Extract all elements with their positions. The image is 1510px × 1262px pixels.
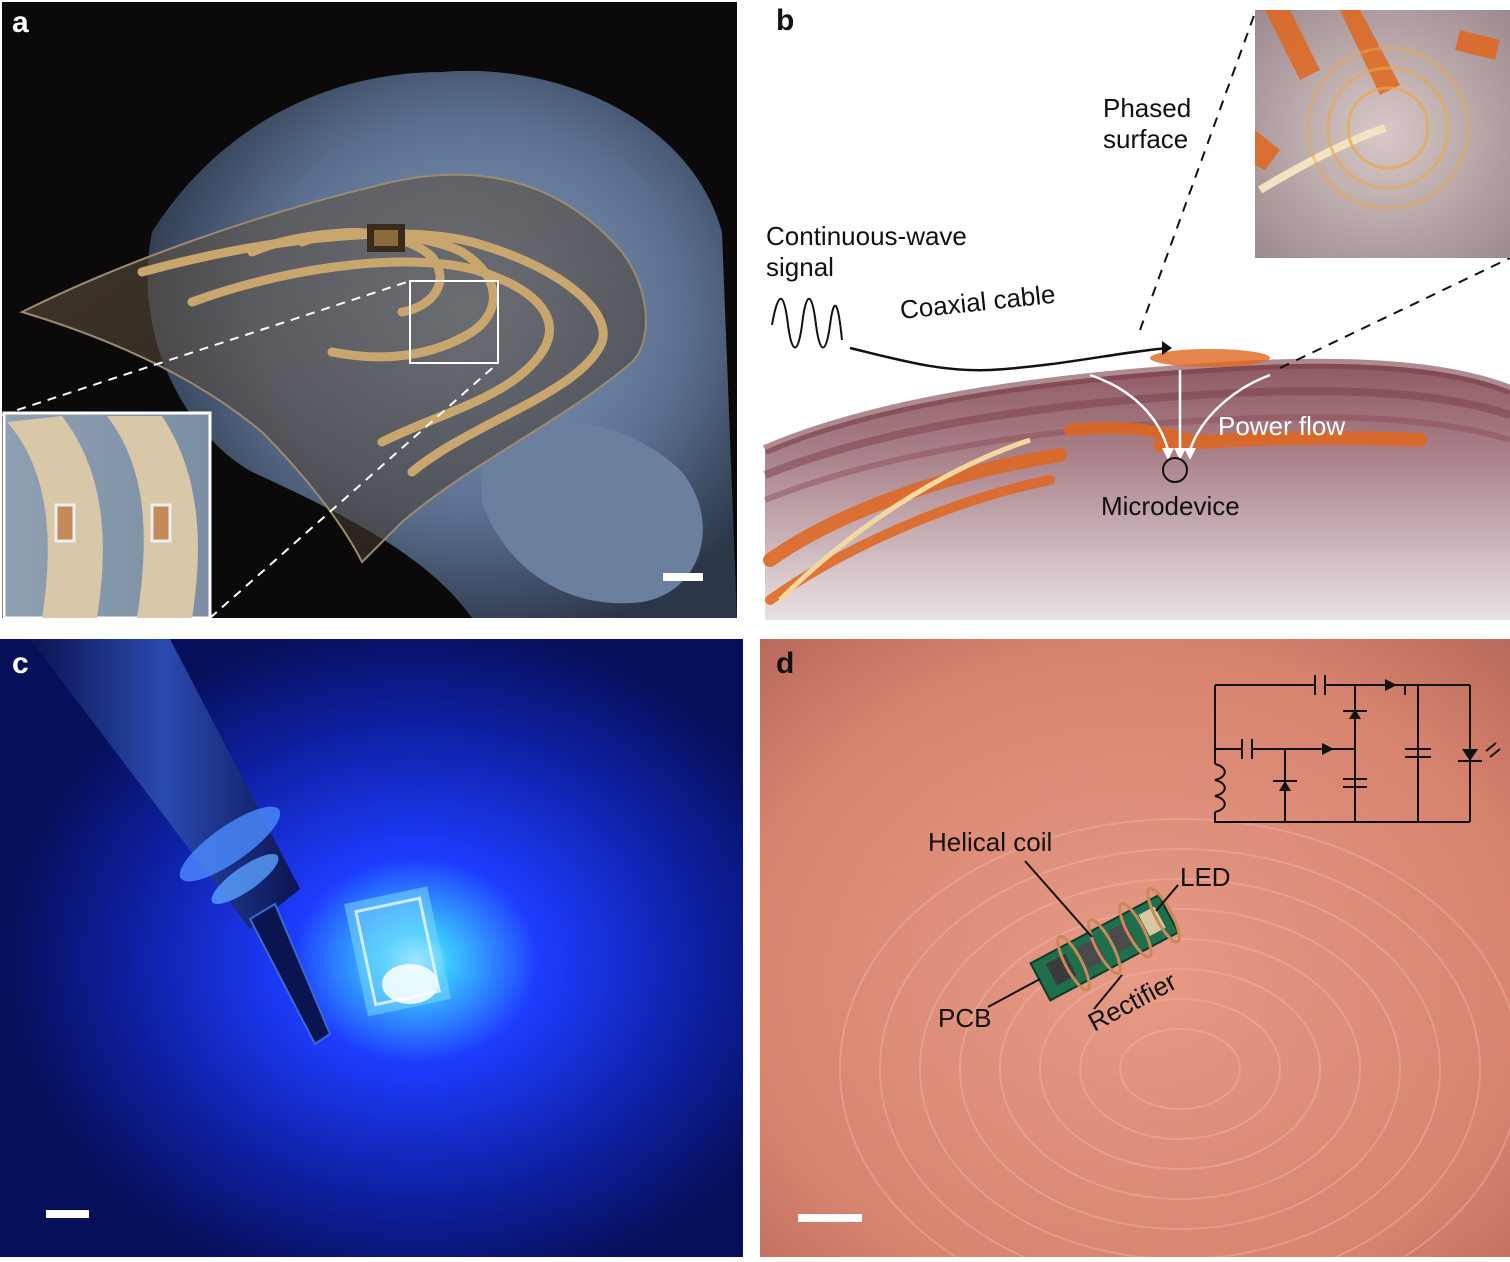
panel-label-b: b (776, 4, 795, 37)
panel-b: b Phased surface Continuous-wave signal … (760, 0, 1510, 620)
power-flow-arrows (1089, 370, 1271, 451)
coaxial-cable-line (849, 346, 1169, 372)
panel-c: c (0, 639, 743, 1257)
panel-c-photo (0, 639, 743, 1257)
tissue-volume (765, 363, 1510, 620)
panel-label-c: c (12, 647, 29, 680)
power-flow-label: Power flow (1218, 411, 1346, 441)
fingerprint-ridges (839, 818, 1510, 1257)
wave-symbol (771, 298, 843, 349)
zoom-box (409, 280, 499, 364)
led-label: LED (1180, 862, 1231, 892)
phased-surface-label-line2: surface (1103, 124, 1189, 154)
helical-coil-label: Helical coil (928, 827, 1053, 857)
scale-bar (46, 1210, 89, 1218)
microdevice-circle (1162, 457, 1188, 483)
cw-signal-label-line2: signal (766, 252, 834, 282)
panel-b-illustration (763, 9, 1510, 620)
micro-led (344, 886, 452, 1017)
panel-label-d: d (776, 647, 795, 680)
panel-b-inset (1255, 10, 1510, 258)
scale-bar (798, 1214, 862, 1222)
pcb-label: PCB (938, 1003, 992, 1033)
panel-label-a: a (12, 6, 29, 39)
panel-d-photo (760, 639, 1510, 1257)
circuit-schematic (1214, 675, 1501, 823)
panel-a-photo (2, 71, 737, 618)
scale-bar (663, 573, 703, 581)
wireless-microdevice (1029, 886, 1181, 1002)
cw-signal-label-line1: Continuous-wave (766, 221, 967, 251)
probe-tip (248, 902, 332, 1046)
panel-d: d Helical coil LED PCB Rectifier (760, 639, 1510, 1257)
phased-surface (1150, 349, 1270, 367)
panel-a-inset (2, 411, 212, 618)
panel-a: a (2, 2, 737, 618)
helical-coil (1056, 886, 1181, 992)
microdevice-label: Microdevice (1101, 491, 1240, 521)
phased-surface-label-line1: Phased (1103, 93, 1192, 123)
copper-coil-traces (137, 228, 608, 477)
